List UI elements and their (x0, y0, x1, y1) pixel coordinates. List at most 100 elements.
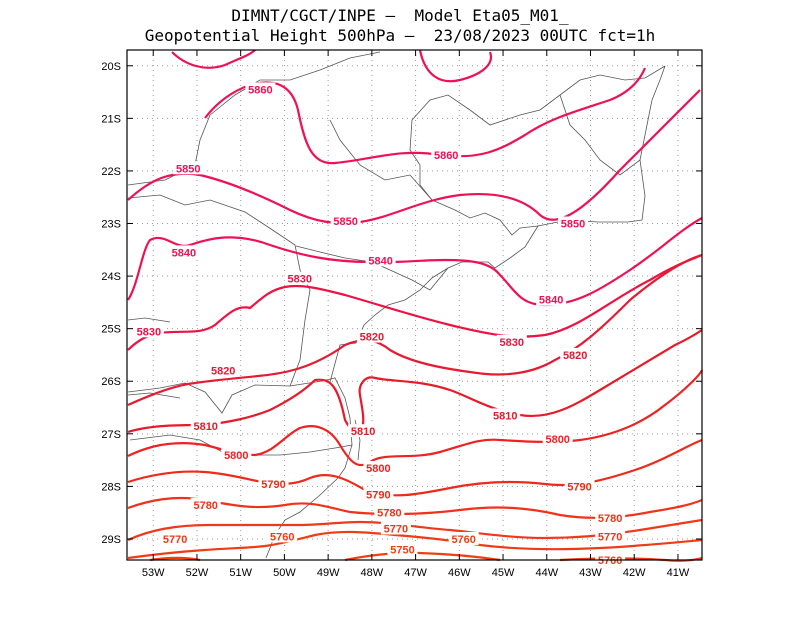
coastline-north (329, 65, 666, 383)
state-border-7 (329, 119, 433, 201)
contour-5840-a (127, 217, 703, 307)
state-border-8 (209, 51, 381, 116)
contour-label-bg (542, 432, 573, 446)
contour-label-bg (595, 529, 626, 543)
contour-5830-a (127, 253, 703, 351)
contour-label: 5830 (500, 337, 524, 349)
contour-5750-a (149, 556, 201, 562)
contour-label: 5840 (368, 255, 392, 267)
contour-label-bg (267, 529, 298, 543)
state-border-3 (127, 194, 311, 387)
contour-label-bg (208, 363, 239, 377)
contour-5860-b (204, 67, 647, 165)
map-title-line-2: Geopotential Height 500hPa – 23/08/2023 … (144, 26, 656, 45)
contour-label: 5810 (351, 426, 375, 438)
contour-label-bg (595, 510, 626, 524)
contour-label: 5860 (434, 150, 458, 162)
contour-label-bg (560, 347, 591, 361)
contour-label-bg (374, 505, 405, 519)
lat-tick-label: 25S (101, 324, 121, 336)
contour-label: 5840 (539, 295, 563, 307)
contour-label: 5780 (193, 500, 217, 512)
lat-tick-label: 29S (101, 534, 121, 546)
contour-labels: 5860 5860 5850 5850 5850 5840 5840 5840 5830 5830… (133, 82, 626, 567)
lon-tick-label: 44W (535, 567, 558, 579)
contour-label-bg (221, 447, 252, 461)
state-border-5 (431, 199, 539, 236)
lat-tick-label: 26S (101, 376, 121, 388)
lat-tick-label: 21S (101, 113, 121, 125)
coastline-and-borders (127, 51, 666, 559)
lon-tick-label: 41W (667, 567, 690, 579)
lon-tick-label: 48W (361, 567, 384, 579)
contour-label: 5760 (598, 555, 622, 567)
contour-label-bg (490, 408, 521, 422)
lon-tick-label: 49W (317, 567, 340, 579)
state-border-2 (127, 392, 181, 399)
state-border-4 (295, 245, 449, 291)
lat-tick-label: 22S (101, 166, 121, 178)
contour-label-bg (387, 542, 418, 556)
lat-tick-label: 28S (101, 481, 121, 493)
contour-label: 5830 (137, 326, 161, 338)
contour-5820-a (127, 253, 703, 407)
lon-tick-label: 50W (273, 567, 296, 579)
coastline (127, 377, 353, 559)
contour-label-bg (284, 271, 315, 285)
contour-label: 5830 (287, 274, 311, 286)
contour-5860-a (171, 49, 256, 69)
contour-label-bg (558, 216, 589, 230)
state-border-6 (409, 65, 666, 201)
contour-5800-a (127, 369, 704, 467)
map-title-line-1: DIMNT/CGCT/INPE – Model Eta05_M01_ (231, 6, 569, 25)
lat-tick-label: 24S (101, 271, 121, 283)
contour-label: 5780 (598, 513, 622, 525)
contour-5850-a (127, 89, 701, 225)
contour-label: 5810 (493, 410, 517, 422)
contour-label-bg (363, 460, 394, 474)
contour-label: 5820 (563, 350, 587, 362)
contour-label-bg (448, 531, 479, 545)
contour-label: 5820 (211, 366, 235, 378)
contour-5810-a (127, 329, 703, 434)
contour-label: 5850 (561, 219, 585, 231)
contour-label: 5760 (451, 534, 475, 546)
lat-lon-gridlines (127, 50, 702, 560)
contour-label-bg (365, 253, 396, 267)
contour-label-bg (380, 521, 411, 535)
contour-5750-b (344, 551, 501, 562)
contour-label: 5750 (390, 544, 414, 556)
state-border-10 (559, 94, 641, 176)
lon-tick-label: 45W (492, 567, 515, 579)
contour-label: 5770 (163, 534, 187, 546)
lon-tick-label: 53W (142, 567, 165, 579)
contour-label-bg (330, 213, 361, 227)
contour-label: 5790 (261, 479, 285, 491)
contour-label: 5800 (366, 463, 390, 475)
contour-label: 5820 (360, 332, 384, 344)
contour-label: 5840 (172, 247, 196, 259)
contour-label-bg (431, 148, 462, 162)
lat-tick-label: 20S (101, 61, 121, 73)
contour-label: 5850 (176, 163, 200, 175)
lon-tick-label: 43W (579, 567, 602, 579)
lat-tick-label: 27S (101, 429, 121, 441)
contour-label-bg (190, 418, 221, 432)
contour-label: 5800 (545, 434, 569, 446)
map-frame (126, 49, 703, 561)
contour-label-bg (168, 245, 199, 259)
contour-label-bg (258, 476, 289, 490)
contour-label: 5800 (224, 450, 248, 462)
contour-label-bg (245, 82, 276, 96)
contour-label: 5810 (193, 421, 217, 433)
contour-label: 5770 (384, 523, 408, 535)
contour-label: 5790 (567, 481, 591, 493)
contour-label-bg (496, 334, 527, 348)
contour-label: 5770 (598, 531, 622, 543)
height-contours (127, 49, 704, 562)
contour-label: 5850 (333, 216, 357, 228)
contour-label: 5860 (248, 84, 272, 96)
contour-label-bg (160, 531, 191, 545)
